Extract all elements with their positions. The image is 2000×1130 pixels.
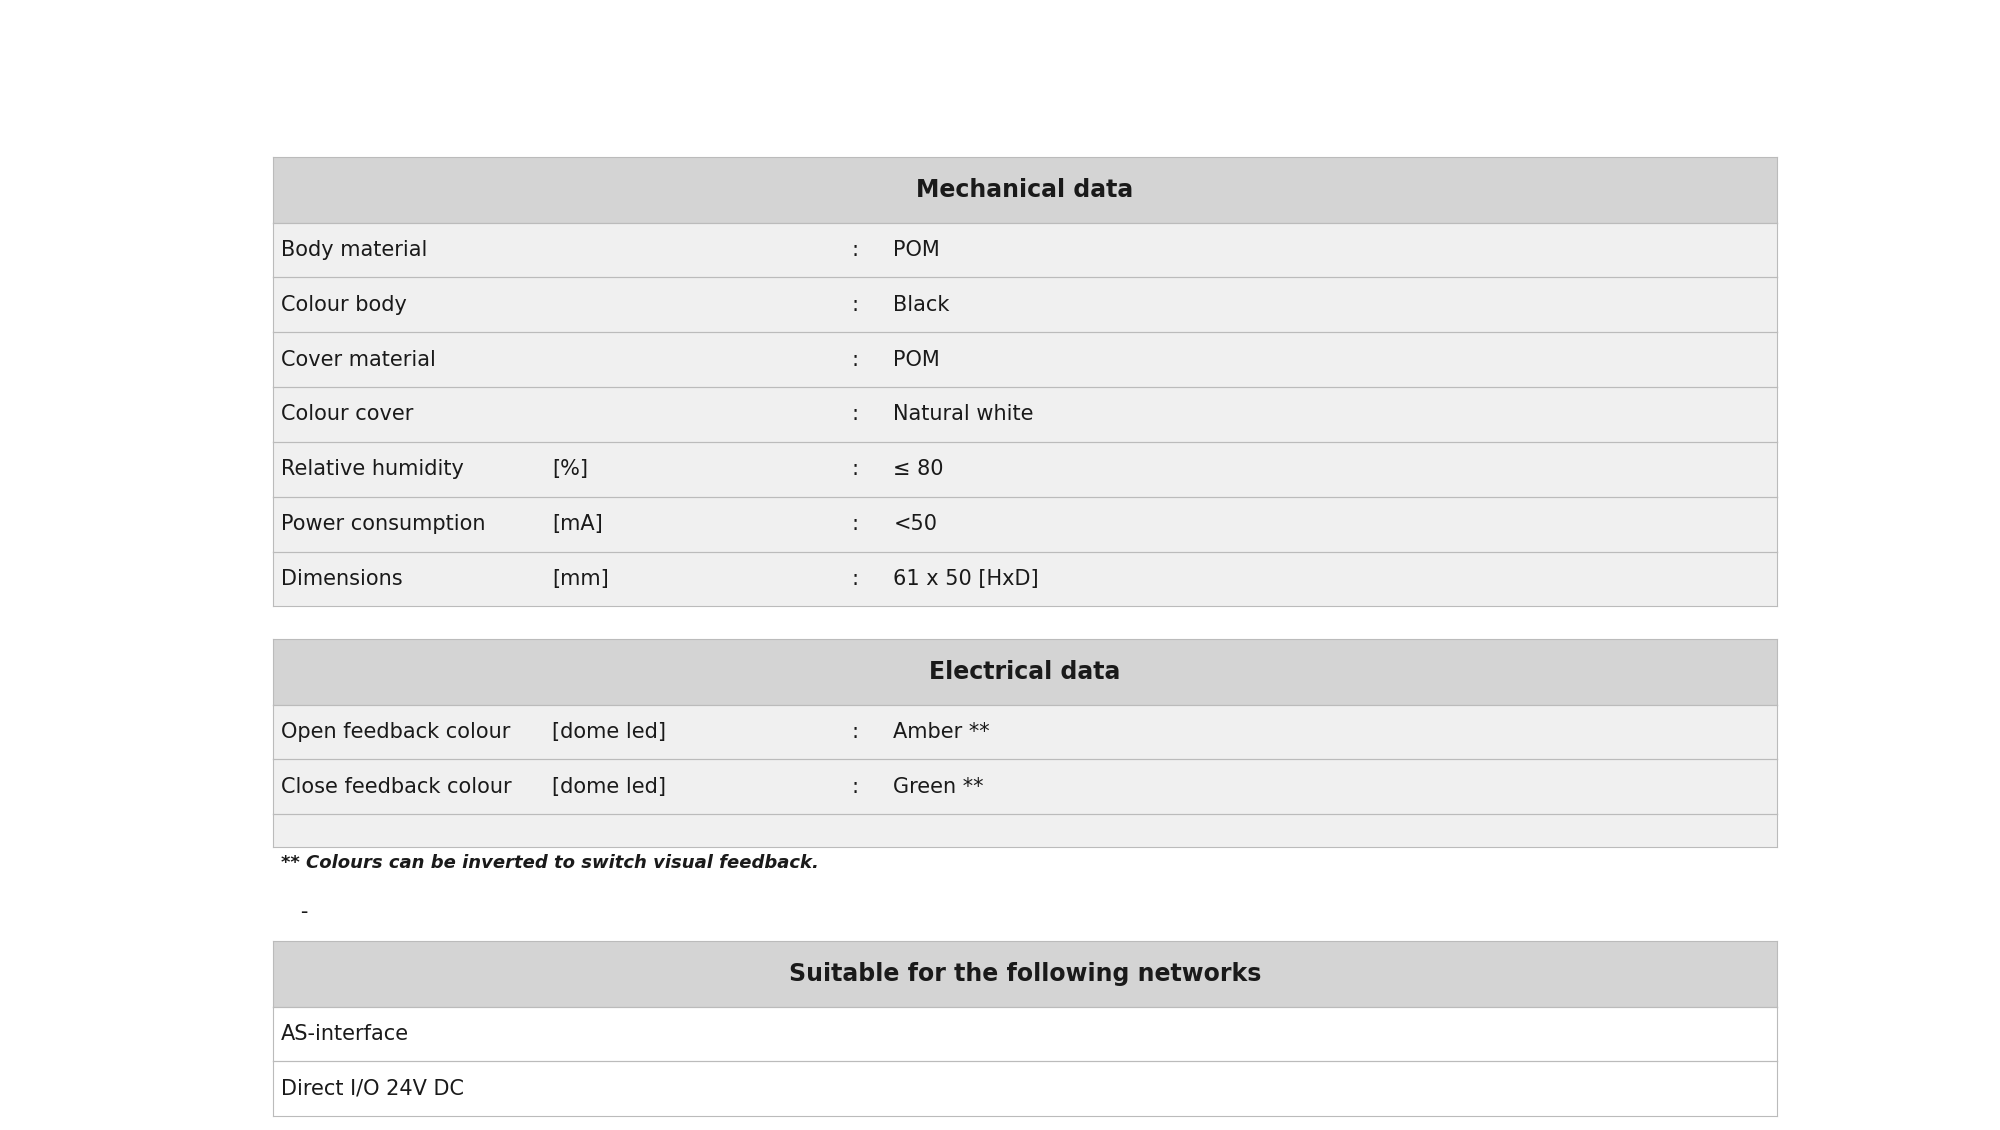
Bar — [274, 759, 1776, 815]
Bar — [274, 640, 1776, 705]
Text: Amber **: Amber ** — [894, 722, 990, 742]
Text: POM: POM — [894, 240, 940, 260]
Text: [%]: [%] — [552, 459, 588, 479]
Text: :: : — [852, 568, 858, 589]
Text: Green **: Green ** — [894, 776, 984, 797]
Text: Open feedback colour: Open feedback colour — [280, 722, 510, 742]
Text: [mm]: [mm] — [552, 568, 608, 589]
Text: Mechanical data: Mechanical data — [916, 179, 1134, 202]
Bar — [274, 1061, 1776, 1116]
Text: :: : — [852, 240, 858, 260]
Text: :: : — [852, 722, 858, 742]
Text: AS-interface: AS-interface — [280, 1024, 410, 1044]
Text: Relative humidity: Relative humidity — [280, 459, 464, 479]
Text: Body material: Body material — [280, 240, 428, 260]
Text: Suitable for the following networks: Suitable for the following networks — [788, 962, 1262, 986]
Text: :: : — [852, 514, 858, 534]
Text: Natural white: Natural white — [894, 405, 1034, 425]
Text: <50: <50 — [894, 514, 938, 534]
Text: :: : — [852, 405, 858, 425]
Text: :: : — [852, 459, 858, 479]
Bar — [274, 332, 1776, 388]
Bar — [274, 497, 1776, 551]
Text: :: : — [852, 295, 858, 315]
Text: [dome led]: [dome led] — [552, 722, 666, 742]
Text: Black: Black — [894, 295, 950, 315]
Text: [dome led]: [dome led] — [552, 776, 666, 797]
Bar — [274, 157, 1776, 223]
Text: Dimensions: Dimensions — [280, 568, 402, 589]
Text: Direct I/O 24V DC: Direct I/O 24V DC — [280, 1079, 464, 1098]
Text: Colour cover: Colour cover — [280, 405, 414, 425]
Text: :: : — [852, 776, 858, 797]
Text: Colour body: Colour body — [280, 295, 406, 315]
Text: Electrical data: Electrical data — [930, 660, 1120, 684]
Bar — [274, 1007, 1776, 1061]
Text: [mA]: [mA] — [552, 514, 604, 534]
Text: :: : — [852, 349, 858, 370]
Bar — [274, 388, 1776, 442]
Bar — [274, 551, 1776, 607]
Text: Close feedback colour: Close feedback colour — [280, 776, 512, 797]
Bar — [274, 941, 1776, 1007]
Bar — [274, 815, 1776, 848]
Text: 61 x 50 [HxD]: 61 x 50 [HxD] — [894, 568, 1038, 589]
Text: ≤ 80: ≤ 80 — [894, 459, 944, 479]
Text: POM: POM — [894, 349, 940, 370]
Text: -: - — [280, 902, 308, 922]
Text: Power consumption: Power consumption — [280, 514, 486, 534]
Bar — [274, 278, 1776, 332]
Bar — [274, 442, 1776, 497]
Text: Cover material: Cover material — [280, 349, 436, 370]
Bar — [274, 705, 1776, 759]
Text: ** Colours can be inverted to switch visual feedback.: ** Colours can be inverted to switch vis… — [280, 854, 818, 872]
Bar — [274, 223, 1776, 278]
